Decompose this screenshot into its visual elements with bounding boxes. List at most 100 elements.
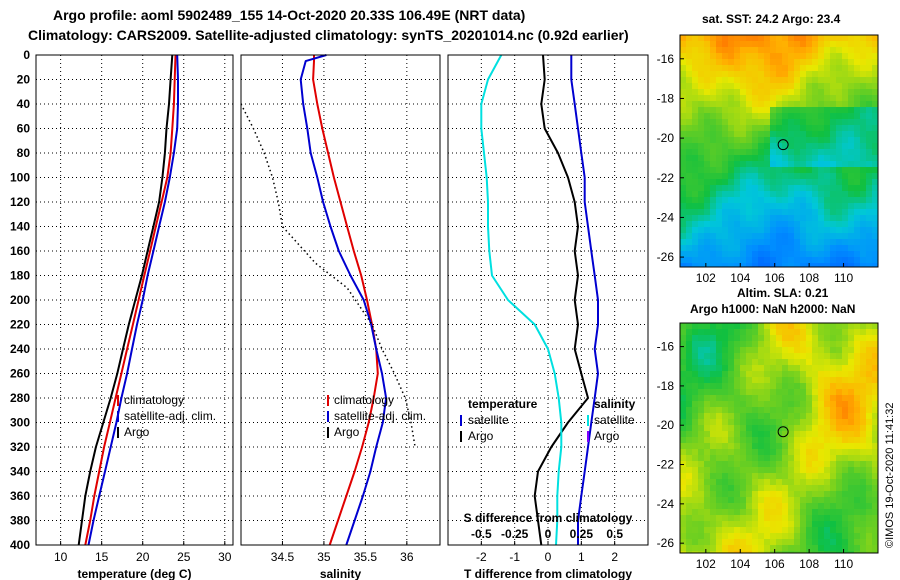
difference-x-tick-label: 0 bbox=[545, 550, 552, 564]
difference-legend-salinity-title: salinity bbox=[594, 397, 636, 411]
difference-x-tick-label: -1 bbox=[509, 550, 520, 564]
sst-map-lon-tick-label: 108 bbox=[799, 271, 819, 285]
depth-tick-label: 280 bbox=[10, 391, 30, 405]
imos-credit: ©IMOS 19-Oct-2020 11:41:32 bbox=[884, 403, 896, 548]
sla-map-lon-tick-label: 108 bbox=[799, 557, 819, 571]
temperature-legend-label: climatology bbox=[124, 393, 184, 407]
sla-map-lat-tick-label: -22 bbox=[657, 458, 675, 472]
sst-map-lat-tick-label: -22 bbox=[657, 171, 675, 185]
depth-tick-label: 400 bbox=[10, 538, 30, 552]
temperature-x-label: temperature (deg C) bbox=[77, 567, 191, 580]
temperature-x-tick-label: 15 bbox=[95, 550, 109, 564]
title-line-1: Argo profile: aoml 5902489_155 14-Oct-20… bbox=[53, 7, 525, 23]
difference-secondary-tick-label: 0 bbox=[545, 527, 552, 541]
sla-map-lat-tick-label: -18 bbox=[657, 379, 675, 393]
depth-tick-label: 360 bbox=[10, 489, 30, 503]
salinity-legend-label: Argo bbox=[334, 425, 360, 439]
salinity-x-label: salinity bbox=[320, 567, 362, 580]
depth-tick-label: 20 bbox=[17, 73, 31, 87]
salinity-x-tick-label: 35.5 bbox=[354, 550, 378, 564]
sla-map-lon-tick-label: 106 bbox=[765, 557, 785, 571]
sst-map-frame bbox=[679, 34, 879, 268]
temperature-frame bbox=[35, 54, 234, 546]
sst-map-lat-tick-label: -16 bbox=[657, 52, 675, 66]
difference-series-t-argo bbox=[533, 54, 589, 546]
temperature-x-tick-label: 20 bbox=[136, 550, 150, 564]
temperature-series-satellite-adj-clim- bbox=[87, 54, 179, 546]
sla-map-lat-tick-label: -26 bbox=[657, 536, 675, 550]
depth-tick-label: 80 bbox=[17, 146, 31, 160]
sla-map-lat-tick-label: -24 bbox=[657, 497, 675, 511]
sst-map-lat-tick-label: -24 bbox=[657, 210, 675, 224]
difference-secondary-tick-label: 0.25 bbox=[570, 527, 594, 541]
sst-map-lon-tick-label: 110 bbox=[834, 271, 853, 285]
temperature-series-argo bbox=[77, 54, 174, 546]
sst-map-lat-tick-label: -26 bbox=[657, 250, 675, 264]
depth-tick-label: 40 bbox=[17, 97, 31, 111]
sla-map-lon-tick-label: 104 bbox=[730, 557, 750, 571]
sst-map-lon-tick-label: 106 bbox=[765, 271, 785, 285]
depth-tick-label: 300 bbox=[10, 416, 30, 430]
sst-map-lat-tick-label: -18 bbox=[657, 91, 675, 105]
depth-tick-label: 200 bbox=[10, 293, 30, 307]
difference-legend-t-label: Argo bbox=[468, 429, 494, 443]
sst-map-lon-tick-label: 102 bbox=[696, 271, 716, 285]
difference-legend-temperature-title: temperature bbox=[468, 397, 538, 411]
difference-secondary-tick-label: 0.5 bbox=[606, 527, 623, 541]
temperature-profile-panel: 10 15 20 25 30 temperature (deg C) 0 20 40 60 80 10… bbox=[10, 48, 234, 580]
difference-secondary-axis-label: S difference from climatology bbox=[464, 511, 633, 525]
salinity-profile-panel: 34.5 35 35.5 36 salinity climatology satellite… bbox=[240, 54, 441, 580]
depth-tick-label: 120 bbox=[10, 195, 30, 209]
depth-tick-label: 340 bbox=[10, 465, 30, 479]
title-line-2: Climatology: CARS2009. Satellite-adjuste… bbox=[28, 27, 629, 43]
temperature-series-climatology bbox=[84, 54, 177, 546]
salinity-x-tick-label: 34.5 bbox=[271, 550, 295, 564]
sst-map-argo-position-marker bbox=[777, 139, 789, 151]
salinity-frame bbox=[240, 54, 441, 546]
sla-map-subtitle: Argo h1000: NaN h2000: NaN bbox=[690, 302, 855, 316]
difference-secondary-tick-label: -0.25 bbox=[501, 527, 529, 541]
depth-tick-label: 0 bbox=[23, 48, 30, 62]
depth-tick-label: 220 bbox=[10, 318, 30, 332]
sst-map-lat-tick-label: -20 bbox=[657, 131, 675, 145]
difference-x-tick-label: -2 bbox=[476, 550, 487, 564]
depth-tick-label: 260 bbox=[10, 367, 30, 381]
sla-map-lat-tick-label: -16 bbox=[657, 340, 675, 354]
temperature-x-tick-label: 25 bbox=[177, 550, 191, 564]
difference-series-t-satellite bbox=[570, 55, 599, 545]
temperature-legend-label: Argo bbox=[124, 425, 150, 439]
sla-map-title: Altim. SLA: 0.21 bbox=[737, 286, 829, 300]
sst-map[interactable]: 102 104 106 108 110 -16 -18 -20 -22 -24 -26 bbox=[657, 34, 879, 285]
salinity-series-satellite-adj-clim- bbox=[299, 54, 388, 546]
salinity-x-tick-label: 35 bbox=[317, 550, 331, 564]
sla-map-raster bbox=[680, 323, 879, 554]
temperature-x-tick-label: 30 bbox=[218, 550, 232, 564]
salinity-legend-label: satellite-adj. clim. bbox=[334, 409, 426, 423]
sla-map-lon-tick-label: 110 bbox=[834, 557, 853, 571]
depth-tick-label: 180 bbox=[10, 269, 30, 283]
difference-secondary-tick-label: -0.5 bbox=[471, 527, 492, 541]
difference-legend-t-label: satellite bbox=[468, 413, 509, 427]
depth-tick-label: 60 bbox=[17, 122, 31, 136]
difference-legend-s-label: satellite bbox=[594, 413, 635, 427]
sla-map-frame bbox=[679, 322, 879, 554]
temperature-x-tick-label: 10 bbox=[54, 550, 68, 564]
salinity-series-climatology bbox=[312, 55, 379, 546]
sla-map-lon-tick-label: 102 bbox=[696, 557, 716, 571]
sla-map-argo-position-marker bbox=[777, 426, 789, 438]
depth-tick-label: 100 bbox=[10, 171, 30, 185]
depth-tick-label: 240 bbox=[10, 342, 30, 356]
depth-tick-label: 380 bbox=[10, 514, 30, 528]
difference-x-tick-label: 1 bbox=[578, 550, 585, 564]
depth-tick-label: 140 bbox=[10, 220, 30, 234]
salinity-legend-label: climatology bbox=[334, 393, 394, 407]
sst-map-raster bbox=[680, 35, 879, 268]
difference-legend-s-label: Argo bbox=[594, 429, 620, 443]
depth-tick-label: 160 bbox=[10, 244, 30, 258]
difference-profile-panel: -2 -1 0 1 2 T difference from climatology temp… bbox=[447, 54, 649, 580]
sla-map[interactable]: 102 104 106 108 110 -16 -18 -20 -22 -24 -26 bbox=[657, 322, 879, 571]
difference-series-s-satellite bbox=[480, 54, 563, 546]
difference-x-label: T difference from climatology bbox=[464, 567, 632, 580]
difference-x-tick-label: 2 bbox=[611, 550, 618, 564]
